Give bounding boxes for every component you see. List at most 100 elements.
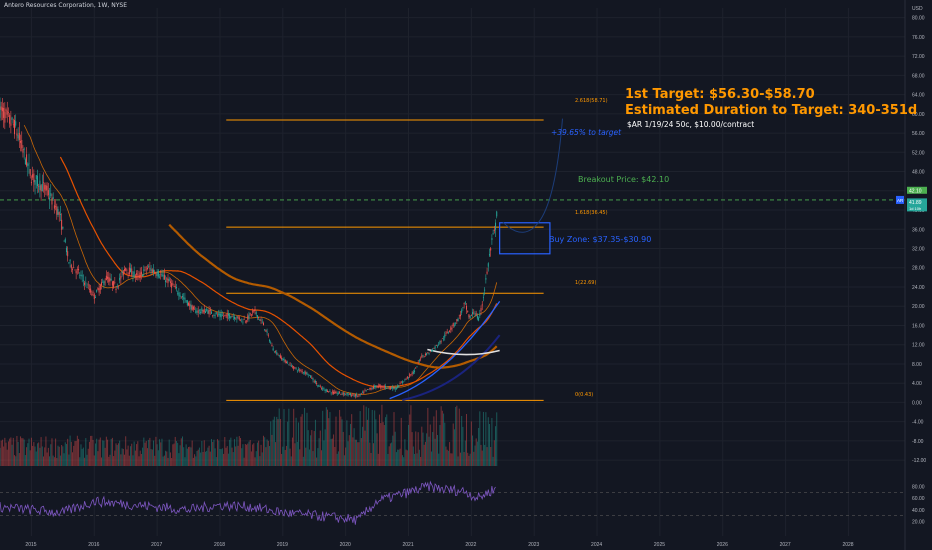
volume-bar: [429, 424, 431, 466]
candle-body: [275, 351, 277, 352]
volume-bar: [22, 438, 24, 466]
volume-bar: [417, 432, 419, 466]
volume-bar: [316, 457, 318, 466]
volume-bar: [328, 418, 330, 466]
volume-bar: [435, 410, 437, 466]
x-tick-label: 2023: [528, 542, 539, 548]
candle-body: [96, 290, 98, 292]
candle-body: [0, 101, 1, 118]
candle-body: [279, 355, 281, 359]
volume-bar: [0, 440, 2, 466]
volume-bar: [131, 443, 133, 466]
candle-body: [203, 309, 205, 312]
candle-body: [473, 312, 475, 314]
volume-bar: [16, 435, 18, 466]
volume-bar: [218, 440, 220, 466]
volume-bar: [372, 443, 374, 466]
candle-body: [43, 182, 45, 184]
candle-body: [265, 329, 267, 332]
volume-bar: [46, 452, 48, 466]
volume-bar: [97, 451, 99, 466]
volume-bar: [247, 443, 249, 466]
volume-bar: [201, 441, 203, 466]
volume-bar: [466, 413, 468, 466]
candle-body: [168, 278, 170, 282]
volume-bar: [253, 443, 255, 466]
fib-label-1618: 1.618(36.45): [575, 210, 608, 216]
volume-bar: [220, 449, 222, 466]
volume-bar: [394, 431, 396, 466]
volume-bar: [273, 416, 275, 466]
volume-bar: [320, 450, 322, 466]
volume-bar: [204, 451, 206, 466]
candle-body: [375, 385, 377, 388]
candle-body: [190, 304, 192, 310]
volume-bar: [229, 439, 231, 466]
y-tick-label: 16.00: [912, 323, 925, 329]
candle-body: [206, 309, 208, 311]
candle-body: [102, 281, 104, 283]
candle-body: [188, 302, 190, 306]
volume-bar: [457, 456, 459, 466]
volume-bar: [178, 453, 180, 466]
volume-bar: [162, 456, 164, 466]
volume-bars: [0, 404, 498, 466]
volume-bar: [427, 407, 429, 466]
volume-bar: [482, 411, 484, 466]
candle-body: [132, 275, 134, 277]
candle-body: [299, 369, 301, 371]
volume-bar: [476, 441, 478, 466]
volume-bar: [455, 407, 457, 466]
volume-bar: [27, 443, 29, 466]
volume-bar: [171, 457, 173, 466]
candle-body: [18, 132, 20, 141]
volume-bar: [294, 443, 296, 466]
volume-bar: [339, 409, 341, 466]
volume-bar: [284, 449, 286, 466]
projection-curve: [502, 118, 563, 233]
volume-bar: [467, 452, 469, 466]
candle-body: [194, 308, 196, 310]
volume-bar: [233, 439, 235, 466]
candle-body: [295, 368, 297, 370]
volume-bar: [73, 445, 75, 466]
candle-body: [38, 186, 40, 187]
candle-body: [456, 319, 458, 322]
volume-bar: [246, 444, 248, 466]
fib-label-1: 1(22.69): [575, 280, 597, 286]
candle-body: [243, 319, 245, 321]
candle-body: [429, 351, 431, 352]
candle-body: [395, 388, 397, 389]
volume-bar: [488, 424, 490, 466]
candle-body: [366, 389, 368, 390]
volume-bar: [296, 441, 298, 466]
candle-body: [360, 393, 362, 395]
y-tick-label: 60.00: [912, 112, 925, 118]
ma-20-line: [23, 125, 498, 395]
candle-body: [333, 391, 335, 394]
candle-body: [24, 159, 26, 165]
candle-body: [61, 219, 63, 230]
candle-body: [136, 273, 138, 275]
x-tick-label: 2019: [277, 542, 288, 548]
volume-bar: [459, 452, 461, 466]
candle-body: [197, 310, 199, 313]
volume-bar: [169, 452, 171, 466]
volume-bar: [64, 442, 66, 466]
white-ma: [427, 348, 500, 356]
volume-bar: [470, 421, 472, 466]
volume-bar: [211, 438, 213, 466]
candle-body: [211, 311, 213, 314]
volume-bar: [484, 444, 486, 466]
candle-body: [125, 267, 127, 271]
volume-bar: [47, 447, 49, 466]
volume-bar: [491, 418, 493, 466]
candle-body: [163, 274, 165, 280]
volume-bar: [163, 455, 165, 466]
candle-body: [493, 229, 495, 231]
candle-body: [463, 303, 465, 305]
candle-body: [162, 275, 164, 277]
candle-body: [343, 393, 345, 395]
y-tick-label: 36.00: [912, 227, 925, 233]
